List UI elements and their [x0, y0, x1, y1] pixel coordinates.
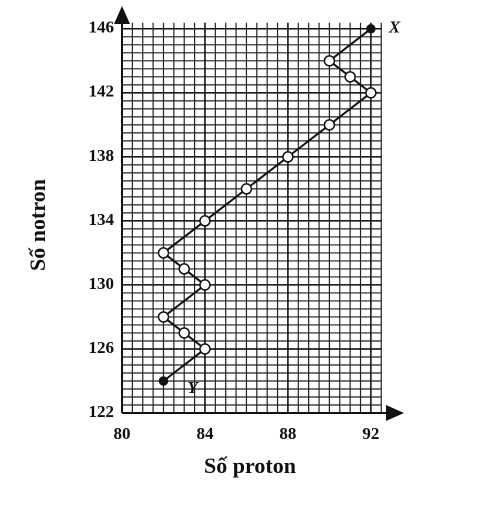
x-tick-label: 80 [114, 424, 131, 443]
x-tick-label: 88 [279, 424, 296, 443]
point [199, 343, 211, 355]
point [344, 71, 356, 83]
point [323, 55, 336, 67]
y-axis-label: Số notron [25, 179, 50, 271]
x-tick-label: 84 [196, 424, 214, 443]
start-label: X [388, 18, 401, 37]
y-tick-label: 122 [89, 402, 115, 421]
end-point [158, 376, 169, 386]
point [157, 311, 170, 323]
y-tick-label: 138 [89, 146, 115, 165]
x-axis-label: Số proton [204, 453, 296, 478]
x-tick-label: 92 [362, 424, 379, 443]
point [282, 151, 294, 163]
y-tick-label: 142 [89, 82, 115, 101]
point [157, 247, 170, 259]
point [178, 263, 190, 275]
point [199, 279, 211, 291]
point [365, 87, 377, 99]
end-label: Y [187, 378, 199, 397]
y-tick-label: 146 [89, 18, 115, 37]
y-tick-label: 134 [89, 210, 115, 229]
y-tick-label: 126 [89, 338, 115, 357]
point [199, 215, 211, 227]
point [240, 183, 253, 195]
end-point [366, 24, 376, 34]
y-tick-label: 130 [89, 274, 115, 293]
point [178, 327, 190, 339]
point [323, 119, 336, 131]
